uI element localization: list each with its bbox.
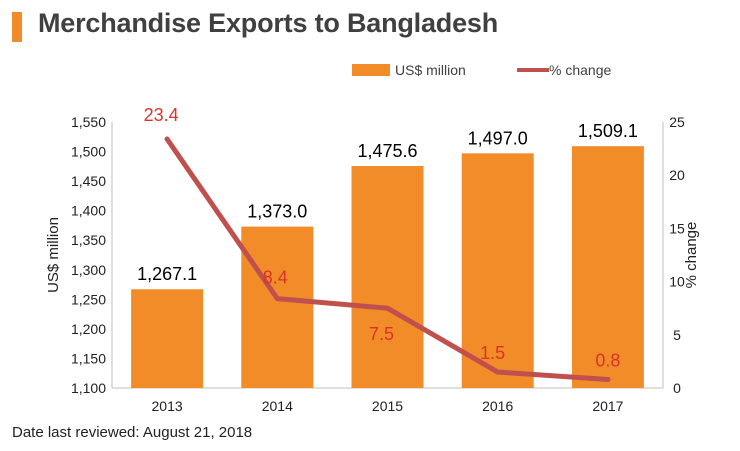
y-axis-title: US$ million <box>45 217 62 293</box>
x-tick-label: 2015 <box>372 398 403 414</box>
y-tick-label: 1,400 <box>71 203 106 219</box>
y-tick-label: 1,350 <box>71 232 106 248</box>
line-labels: 23.4 8.4 7.5 1.5 0.8 <box>144 105 621 370</box>
legend-label-line: % change <box>549 62 611 78</box>
page-title: Merchandise Exports to Bangladesh <box>38 8 499 38</box>
x-tick-label: 2014 <box>262 398 293 414</box>
bar-labels: 1,267.1 1,373.0 1,475.6 1,497.0 1,509.1 <box>137 121 638 284</box>
line-data-label: 0.8 <box>595 350 620 370</box>
line-point <box>164 136 170 142</box>
x-tick-label: 2013 <box>152 398 183 414</box>
bar <box>351 165 424 388</box>
axes: 1,100 1,150 1,200 1,250 1,300 1,350 1,400 1,450… <box>71 114 685 414</box>
line-point <box>274 296 280 302</box>
line-point <box>495 369 501 375</box>
y2-tick-label: 15 <box>669 220 685 236</box>
legend: US$ million % change <box>352 62 611 78</box>
legend-swatch-bar <box>352 64 390 76</box>
bar-data-label: 1,509.1 <box>578 121 638 141</box>
y2-tick-label: 10 <box>669 274 685 290</box>
bar <box>131 289 204 388</box>
bar <box>461 153 534 388</box>
x-tick-label: 2016 <box>482 398 513 414</box>
x-tick-label: 2017 <box>592 398 623 414</box>
line-point <box>385 305 390 311</box>
y-tick-label: 1,550 <box>71 114 106 130</box>
bar <box>241 226 314 388</box>
bar-data-label: 1,497.0 <box>468 128 528 148</box>
y-tick-label: 1,250 <box>71 291 106 307</box>
legend-label-bar: US$ million <box>395 62 466 78</box>
y-tick-label: 1,200 <box>71 321 106 337</box>
y2-tick-label: 0 <box>673 380 681 396</box>
y-tick-label: 1,500 <box>71 144 106 160</box>
line-data-label: 8.4 <box>263 268 288 288</box>
y2-tick-label: 5 <box>673 327 681 343</box>
y2-tick-label: 25 <box>669 114 685 130</box>
y-tick-label: 1,150 <box>71 350 106 366</box>
bars <box>131 146 644 388</box>
bar <box>571 146 644 388</box>
line-data-label: 23.4 <box>144 105 179 125</box>
y2-tick-label: 20 <box>669 167 685 183</box>
footnote: Date last reviewed: August 21, 2018 <box>12 424 253 441</box>
bar-data-label: 1,267.1 <box>137 264 197 284</box>
line-series <box>164 136 611 382</box>
y-tick-label: 1,100 <box>71 380 106 396</box>
line-data-label: 7.5 <box>369 324 394 344</box>
bar-data-label: 1,475.6 <box>357 141 417 161</box>
line-point <box>605 376 611 382</box>
y-tick-label: 1,300 <box>71 262 106 278</box>
title-accent-bar <box>12 12 22 42</box>
bar-data-label: 1,373.0 <box>247 202 307 222</box>
y-tick-label: 1,450 <box>71 173 106 189</box>
line-data-label: 1.5 <box>480 343 505 363</box>
y2-axis-title: % change <box>683 222 700 289</box>
